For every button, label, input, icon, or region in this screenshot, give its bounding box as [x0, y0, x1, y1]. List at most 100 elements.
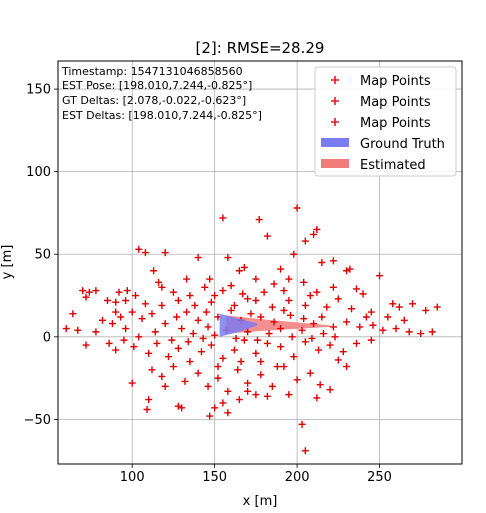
- map-point: [150, 267, 158, 275]
- map-point: [318, 259, 326, 266]
- map-point: [392, 325, 400, 333]
- map-point: [301, 447, 309, 455]
- legend-patch: [321, 159, 349, 168]
- legend-label: Map Points: [360, 116, 431, 131]
- map-point: [260, 288, 268, 296]
- map-point: [343, 363, 351, 371]
- map-point: [82, 341, 90, 349]
- map-point: [334, 295, 342, 303]
- map-point: [400, 316, 408, 324]
- map-point: [234, 366, 242, 374]
- map-point: [313, 394, 321, 402]
- map-point: [252, 391, 260, 399]
- map-point: [318, 313, 326, 321]
- plot-area-frame: [57, 60, 463, 465]
- map-point: [290, 250, 298, 258]
- map-point: [356, 323, 364, 331]
- legend-entry-estimated: Estimated: [321, 158, 426, 173]
- legend-entry-map-points-3: Map Points: [331, 116, 431, 131]
- map-point: [92, 328, 100, 336]
- y-tick-label: 50: [34, 248, 51, 263]
- map-point: [219, 354, 227, 362]
- map-point: [145, 349, 153, 357]
- legend-box: [314, 66, 457, 177]
- map-point: [352, 339, 360, 347]
- map-point: [257, 371, 265, 379]
- y-tick-label: 150: [26, 83, 51, 98]
- map-point: [174, 344, 182, 352]
- map-point: [211, 292, 219, 300]
- map-point: [183, 308, 191, 316]
- map-point: [123, 287, 131, 295]
- map-point: [214, 363, 222, 371]
- map-point: [348, 305, 356, 313]
- map-point: [315, 346, 323, 354]
- info-gt-deltas: GT Deltas: [2.078,-0.022,-0.623°]: [62, 94, 246, 107]
- map-point: [141, 300, 149, 308]
- map-point: [326, 341, 334, 349]
- map-point: [235, 267, 243, 275]
- map-point: [219, 287, 227, 295]
- map-point: [270, 318, 278, 326]
- map-point: [270, 280, 278, 288]
- map-point: [247, 310, 255, 318]
- map-point: [112, 298, 120, 306]
- map-point: [204, 323, 212, 331]
- legend: Map Points Map Points Map Points Ground …: [314, 66, 457, 177]
- map-point: [224, 387, 232, 395]
- map-point: [277, 325, 285, 333]
- map-point: [141, 249, 149, 257]
- map-point: [128, 379, 136, 387]
- map-point: [219, 399, 227, 407]
- map-point: [288, 333, 296, 341]
- map-point: [409, 300, 417, 308]
- map-point: [164, 353, 172, 361]
- map-point: [224, 254, 232, 262]
- map-point: [268, 303, 276, 311]
- map-point: [191, 301, 199, 309]
- map-point: [155, 278, 163, 286]
- map-point: [263, 339, 271, 347]
- map-point: [99, 316, 107, 324]
- map-point: [122, 325, 130, 333]
- map-point: [108, 320, 116, 328]
- map-point: [143, 405, 151, 413]
- map-point: [367, 336, 375, 344]
- legend-label: Map Points: [360, 74, 431, 89]
- map-point: [148, 366, 156, 374]
- map-point: [214, 374, 222, 382]
- map-point: [206, 275, 214, 283]
- map-point: [230, 301, 238, 309]
- estimated-pose-polygon: [226, 315, 331, 334]
- x-tick-label: 200: [285, 470, 310, 485]
- map-point: [389, 300, 397, 308]
- map-point: [168, 336, 176, 344]
- map-point: [227, 282, 235, 290]
- map-point: [285, 296, 293, 304]
- map-point: [265, 330, 273, 338]
- map-point: [300, 315, 308, 323]
- map-point: [433, 303, 441, 311]
- map-point: [329, 257, 337, 265]
- x-tick-label: 100: [120, 470, 145, 485]
- map-point: [230, 346, 238, 354]
- map-point: [135, 333, 143, 341]
- map-point: [151, 328, 159, 336]
- map-point: [103, 296, 111, 304]
- legend-plus-marker: [331, 97, 339, 105]
- map-point: [244, 387, 252, 395]
- map-point: [194, 254, 202, 262]
- map-point: [290, 353, 298, 361]
- map-point: [186, 292, 194, 300]
- map-point: [313, 225, 321, 233]
- map-point: [301, 301, 309, 309]
- map-point: [273, 363, 281, 371]
- map-point: [232, 334, 240, 342]
- map-point: [189, 330, 197, 338]
- map-point: [128, 308, 136, 316]
- map-point: [169, 363, 177, 371]
- map-point: [92, 287, 100, 295]
- map-point: [306, 292, 314, 300]
- map-point: [178, 404, 186, 412]
- map-point: [235, 396, 243, 404]
